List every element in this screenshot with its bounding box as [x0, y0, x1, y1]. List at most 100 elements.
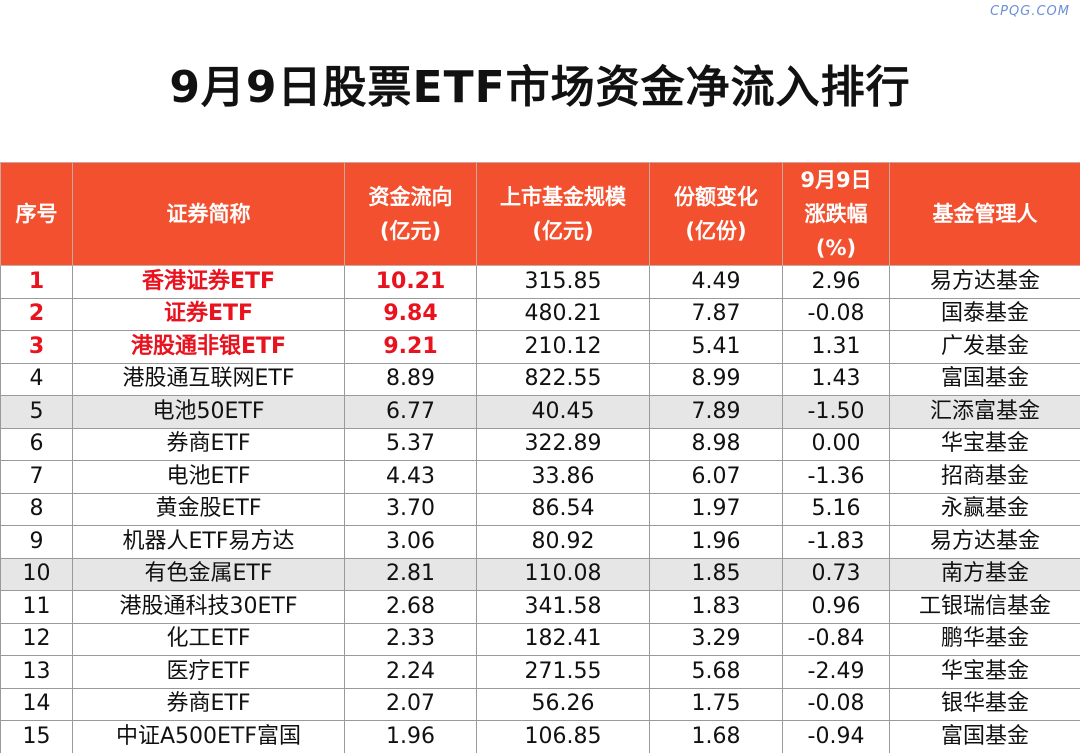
cell-rank: 15	[0, 720, 73, 753]
cell-manager: 工银瑞信基金	[889, 590, 1080, 624]
cell-change: -2.49	[782, 655, 890, 689]
cell-change: -0.84	[782, 622, 890, 656]
cell-rank: 12	[0, 622, 73, 656]
cell-shares: 7.87	[649, 297, 783, 331]
cell-manager: 南方基金	[889, 557, 1080, 591]
cell-shares: 4.49	[649, 265, 783, 299]
cell-flow: 5.37	[344, 427, 477, 461]
cell-name: 港股通互联网ETF	[72, 362, 345, 396]
cell-manager: 易方达基金	[889, 525, 1080, 559]
cell-scale: 80.92	[476, 525, 650, 559]
cell-change: 0.73	[782, 557, 890, 591]
cell-scale: 210.12	[476, 330, 650, 364]
cell-scale: 315.85	[476, 265, 650, 299]
watermark: CPQG.COM	[990, 4, 1070, 19]
cell-flow: 8.89	[344, 362, 477, 396]
table-row: 13 医疗ETF 2.24 271.55 5.68 -2.49 华宝基金	[0, 655, 1080, 689]
cell-change: -0.08	[782, 297, 890, 331]
cell-shares: 5.68	[649, 655, 783, 689]
cell-rank: 6	[0, 427, 73, 461]
cell-name: 电池ETF	[72, 460, 345, 494]
cell-scale: 822.55	[476, 362, 650, 396]
cell-scale: 182.41	[476, 622, 650, 656]
cell-shares: 8.98	[649, 427, 783, 461]
cell-rank: 3	[0, 330, 73, 364]
cell-name: 证券ETF	[72, 297, 345, 331]
cell-flow: 1.96	[344, 720, 477, 753]
cell-manager: 易方达基金	[889, 265, 1080, 299]
cell-manager: 富国基金	[889, 362, 1080, 396]
cell-change: 2.96	[782, 265, 890, 299]
table-row: 14 券商ETF 2.07 56.26 1.75 -0.08 银华基金	[0, 687, 1080, 721]
cell-flow: 3.06	[344, 525, 477, 559]
header-shares: 份额变化 (亿份)	[649, 162, 783, 266]
cell-shares: 1.97	[649, 492, 783, 526]
table-row: 3 港股通非银ETF 9.21 210.12 5.41 1.31 广发基金	[0, 330, 1080, 364]
cell-flow: 2.24	[344, 655, 477, 689]
cell-flow: 2.33	[344, 622, 477, 656]
header-change: 9月9日 涨跌幅 (%)	[782, 162, 890, 266]
cell-name: 有色金属ETF	[72, 557, 345, 591]
page-title: 9月9日股票ETF市场资金净流入排行	[169, 62, 911, 113]
cell-rank: 1	[0, 265, 73, 299]
table-row: 2 证券ETF 9.84 480.21 7.87 -0.08 国泰基金	[0, 297, 1080, 331]
cell-flow: 9.21	[344, 330, 477, 364]
cell-shares: 6.07	[649, 460, 783, 494]
cell-shares: 1.96	[649, 525, 783, 559]
cell-rank: 14	[0, 687, 73, 721]
cell-name: 黄金股ETF	[72, 492, 345, 526]
cell-flow: 3.70	[344, 492, 477, 526]
cell-change: -0.94	[782, 720, 890, 753]
cell-scale: 86.54	[476, 492, 650, 526]
cell-rank: 2	[0, 297, 73, 331]
cell-scale: 56.26	[476, 687, 650, 721]
cell-scale: 341.58	[476, 590, 650, 624]
table-row: 6 券商ETF 5.37 322.89 8.98 0.00 华宝基金	[0, 427, 1080, 461]
cell-shares: 8.99	[649, 362, 783, 396]
cell-rank: 5	[0, 395, 73, 429]
cell-manager: 汇添富基金	[889, 395, 1080, 429]
table-row: 8 黄金股ETF 3.70 86.54 1.97 5.16 永赢基金	[0, 492, 1080, 526]
title-area: 9月9日股票ETF市场资金净流入排行	[0, 0, 1080, 162]
cell-rank: 4	[0, 362, 73, 396]
cell-manager: 富国基金	[889, 720, 1080, 753]
table-row: 15 中证A500ETF富国 1.96 106.85 1.68 -0.94 富国…	[0, 720, 1080, 753]
cell-change: 1.43	[782, 362, 890, 396]
cell-change: 5.16	[782, 492, 890, 526]
cell-name: 券商ETF	[72, 687, 345, 721]
etf-ranking-table: 序号 证券简称 资金流向 (亿元) 上市基金规模 (亿元) 份额变化 (亿份) …	[0, 162, 1080, 753]
cell-flow: 2.07	[344, 687, 477, 721]
table-row: 11 港股通科技30ETF 2.68 341.58 1.83 0.96 工银瑞信…	[0, 590, 1080, 624]
table-row: 10 有色金属ETF 2.81 110.08 1.85 0.73 南方基金	[0, 557, 1080, 591]
table-row: 9 机器人ETF易方达 3.06 80.92 1.96 -1.83 易方达基金	[0, 525, 1080, 559]
table-row: 1 香港证券ETF 10.21 315.85 4.49 2.96 易方达基金	[0, 265, 1080, 299]
cell-flow: 2.81	[344, 557, 477, 591]
header-manager: 基金管理人	[889, 162, 1080, 266]
cell-rank: 11	[0, 590, 73, 624]
cell-shares: 1.85	[649, 557, 783, 591]
cell-flow: 2.68	[344, 590, 477, 624]
cell-shares: 7.89	[649, 395, 783, 429]
cell-scale: 322.89	[476, 427, 650, 461]
cell-flow: 4.43	[344, 460, 477, 494]
header-scale: 上市基金规模 (亿元)	[476, 162, 650, 266]
cell-change: -0.08	[782, 687, 890, 721]
cell-name: 机器人ETF易方达	[72, 525, 345, 559]
cell-name: 港股通非银ETF	[72, 330, 345, 364]
table-header-row: 序号 证券简称 资金流向 (亿元) 上市基金规模 (亿元) 份额变化 (亿份) …	[0, 162, 1080, 266]
cell-scale: 106.85	[476, 720, 650, 753]
cell-shares: 5.41	[649, 330, 783, 364]
cell-change: 1.31	[782, 330, 890, 364]
cell-name: 化工ETF	[72, 622, 345, 656]
cell-shares: 1.83	[649, 590, 783, 624]
cell-rank: 8	[0, 492, 73, 526]
header-rank: 序号	[0, 162, 73, 266]
table-row: 5 电池50ETF 6.77 40.45 7.89 -1.50 汇添富基金	[0, 395, 1080, 429]
cell-change: -1.36	[782, 460, 890, 494]
cell-flow: 6.77	[344, 395, 477, 429]
cell-scale: 110.08	[476, 557, 650, 591]
cell-name: 电池50ETF	[72, 395, 345, 429]
header-flow: 资金流向 (亿元)	[344, 162, 477, 266]
cell-change: -1.50	[782, 395, 890, 429]
cell-flow: 9.84	[344, 297, 477, 331]
